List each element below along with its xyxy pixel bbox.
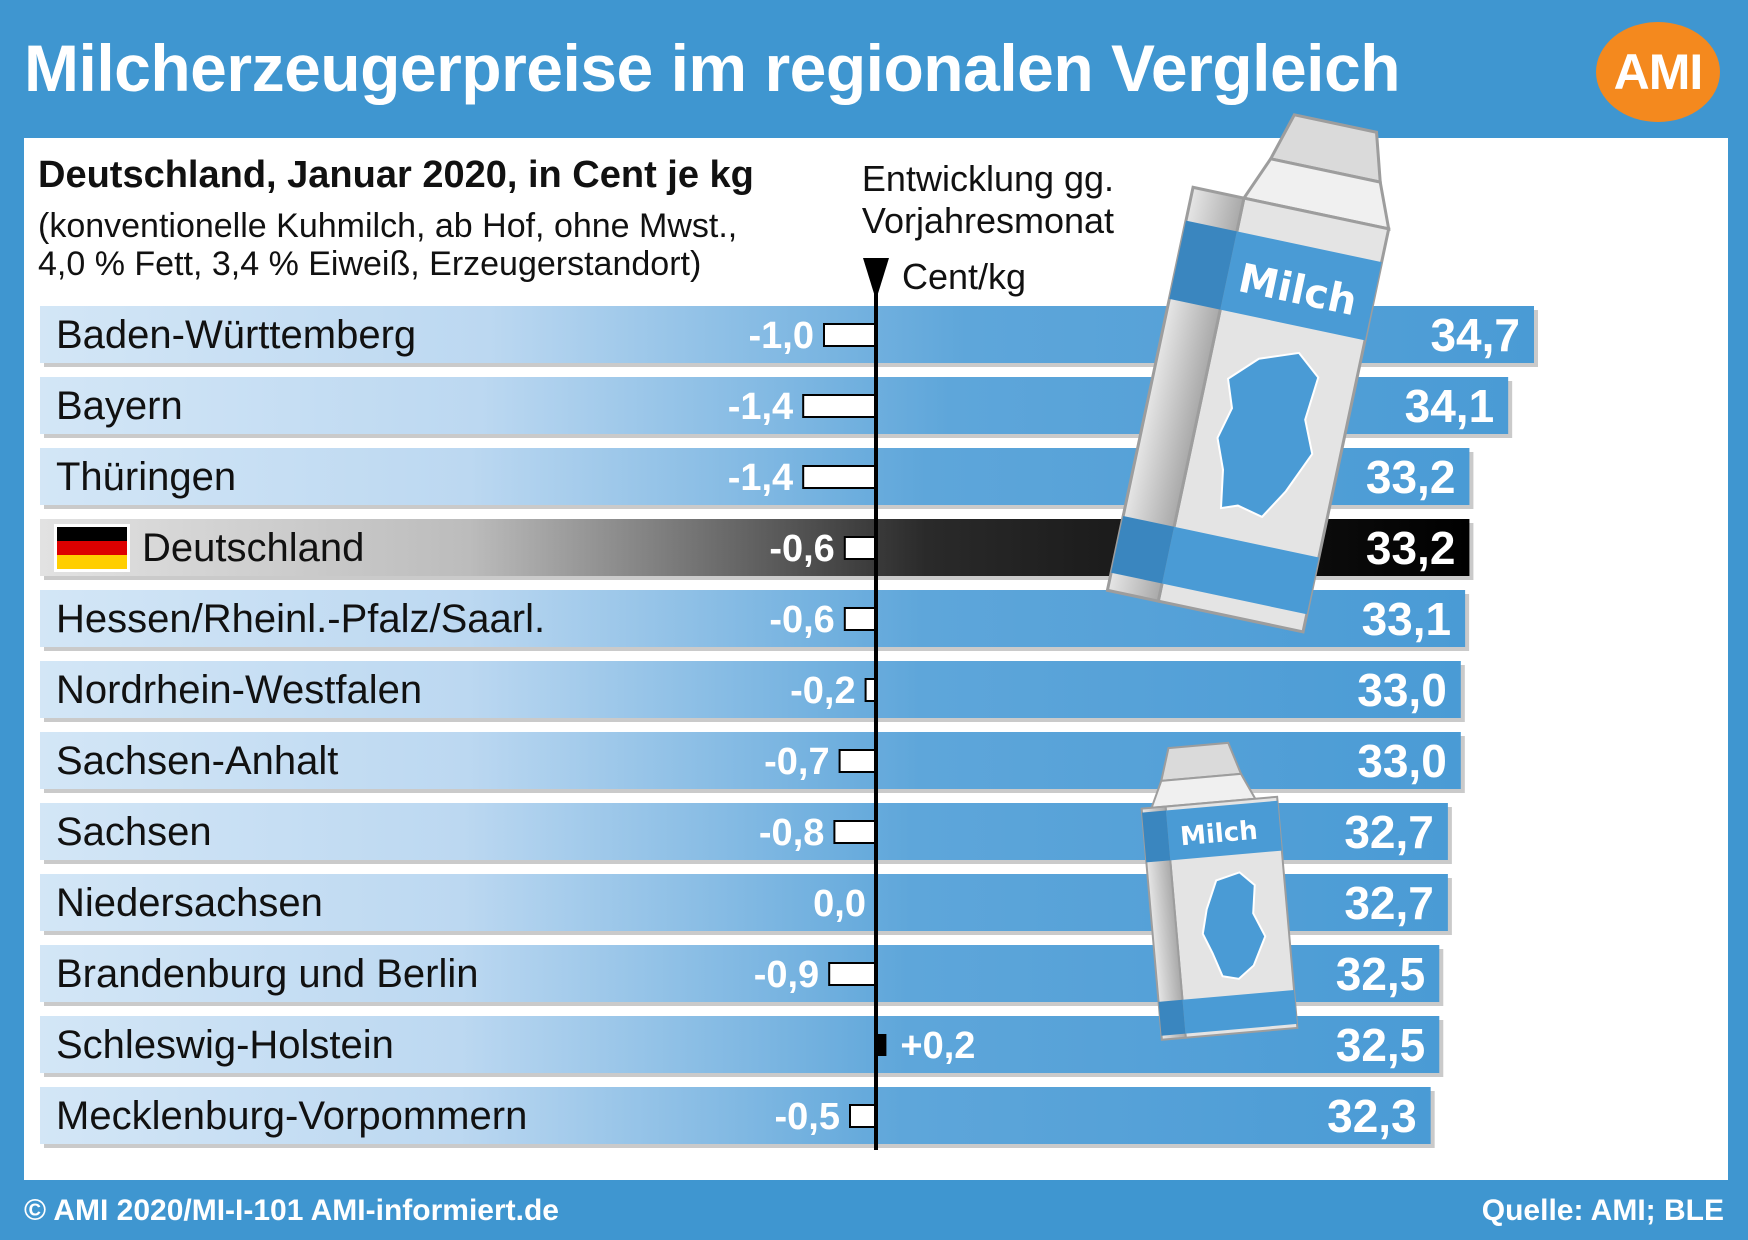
milk-carton-small: Milch [1140, 741, 1299, 1041]
region-label-deutschland: Deutschland [142, 526, 364, 570]
region-label-niedersachsen: Niedersachsen [56, 881, 323, 925]
change-label-baden-w-rttemberg: -1,0 [749, 315, 814, 357]
change-label-sachsen-anhalt: -0,7 [764, 741, 829, 783]
price-label-sachsen: 32,7 [1344, 806, 1434, 858]
change-bar-baden-w-rttemberg [823, 323, 877, 347]
change-bar-sachsen-anhalt [838, 749, 877, 773]
region-label-mecklenburg-vorpommern: Mecklenburg-Vorpommern [56, 1094, 527, 1138]
region-label-sachsen: Sachsen [56, 810, 212, 854]
axis-marker-icon [863, 258, 889, 300]
development-heading: Entwicklung gg. Vorjahresmonat [838, 158, 1138, 242]
chart-note: (konventionelle Kuhmilch, ab Hof, ohne M… [38, 207, 737, 283]
chart-subtitle: Deutschland, Januar 2020, in Cent je kg [38, 154, 754, 196]
development-unit: Cent/kg [902, 256, 1027, 297]
region-label-baden-w-rttemberg: Baden-Württemberg [56, 313, 416, 357]
price-label-brandenburg-und-berlin: 32,5 [1336, 948, 1426, 1000]
development-line2: Vorjahresmonat [861, 200, 1115, 241]
change-label-mecklenburg-vorpommern: -0,5 [775, 1096, 840, 1138]
price-label-bayern: 34,1 [1405, 380, 1495, 432]
axis-layer [863, 258, 889, 1150]
carton-label-small: Milch [1179, 816, 1259, 853]
germany-map-small-icon [1201, 871, 1267, 980]
page-title: Milcherzeugerpreise im regionalen Vergle… [24, 31, 1401, 105]
footer-copyright: © AMI 2020/MI-I-101 AMI-informiert.de [24, 1194, 559, 1227]
change-bar-bayern [802, 394, 878, 418]
price-label-hessen-rheinl-pfalz-saarl: 33,1 [1362, 593, 1452, 645]
region-label-bayern: Bayern [56, 384, 183, 428]
change-label-nordrhein-westfalen: -0,2 [790, 670, 855, 712]
change-bar-th-ringen [802, 465, 878, 489]
price-bar-mecklenburg-vorpommern [40, 1087, 1431, 1144]
chart-note-line2: 4,0 % Fett, 3,4 % Eiweiß, Erzeugerstando… [38, 245, 702, 283]
change-label-brandenburg-und-berlin: -0,9 [754, 954, 819, 996]
change-label-schleswig-holstein: +0,2 [900, 1025, 975, 1067]
price-label-deutschland: 33,2 [1366, 522, 1456, 574]
region-label-th-ringen: Thüringen [56, 455, 236, 499]
region-label-brandenburg-und-berlin: Brandenburg und Berlin [56, 952, 479, 996]
region-label-hessen-rheinl-pfalz-saarl: Hessen/Rheinl.-Pfalz/Saarl. [56, 597, 545, 641]
chart-note-line1: (konventionelle Kuhmilch, ab Hof, ohne M… [38, 207, 738, 245]
change-label-hessen-rheinl-pfalz-saarl: -0,6 [769, 599, 834, 641]
change-bar-mecklenburg-vorpommern [849, 1104, 877, 1128]
price-label-schleswig-holstein: 32,5 [1336, 1019, 1426, 1071]
price-label-baden-w-rttemberg: 34,7 [1430, 309, 1520, 361]
change-bar-brandenburg-und-berlin [828, 962, 878, 986]
germany-flag-icon [54, 524, 130, 572]
ami-logo: AMI [1596, 22, 1720, 122]
region-label-schleswig-holstein: Schleswig-Holstein [56, 1023, 394, 1067]
footer-source: Quelle: AMI; BLE [1481, 1194, 1724, 1227]
milk-carton-large: Milch [1105, 113, 1391, 634]
change-bar-hessen-rheinl-pfalz-saarl [843, 607, 877, 631]
change-label-bayern: -1,4 [728, 386, 793, 428]
development-line1: Entwicklung gg. [861, 158, 1115, 199]
price-label-nordrhein-westfalen: 33,0 [1357, 664, 1447, 716]
germany-map-icon [1216, 351, 1320, 519]
region-label-sachsen-anhalt: Sachsen-Anhalt [56, 739, 338, 783]
change-bar-deutschland [843, 536, 877, 560]
change-bar-sachsen [833, 820, 878, 844]
price-label-sachsen-anhalt: 33,0 [1357, 735, 1447, 787]
price-label-th-ringen: 33,2 [1366, 451, 1456, 503]
change-label-niedersachsen: 0,0 [813, 883, 866, 925]
region-label-nordrhein-westfalen: Nordrhein-Westfalen [56, 668, 422, 712]
price-bar-nordrhein-westfalen [40, 661, 1461, 718]
change-label-deutschland: -0,6 [769, 528, 834, 570]
change-label-th-ringen: -1,4 [728, 457, 793, 499]
price-label-niedersachsen: 32,7 [1344, 877, 1434, 929]
price-label-mecklenburg-vorpommern: 32,3 [1327, 1090, 1417, 1142]
change-bar-schleswig-holstein [876, 1034, 887, 1056]
change-label-sachsen: -0,8 [759, 812, 824, 854]
